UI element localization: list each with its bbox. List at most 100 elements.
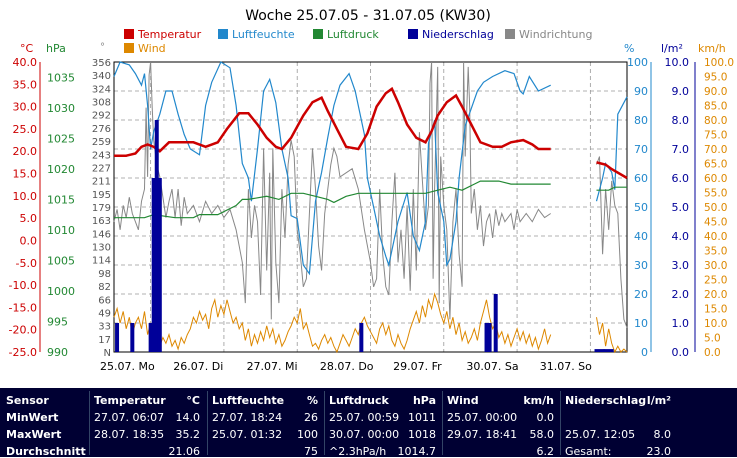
tick-wind: 20.0	[704, 289, 727, 301]
tick-wind: 35.0	[704, 246, 727, 258]
tick-humidity: 40	[634, 230, 648, 243]
tick-day: 27.07. Mi	[247, 360, 298, 373]
tick-day: 26.07. Di	[173, 360, 223, 373]
stats-header-precipitation: Niederschlag	[565, 394, 647, 407]
stats-value-precipitation: 23.0	[646, 445, 672, 458]
legend-label-temperature: Temperatur	[137, 28, 202, 41]
series-line-temperature	[114, 86, 628, 180]
tick-direction: 340	[92, 71, 111, 82]
tick-temperature: 25.0	[13, 123, 38, 136]
stats-value-temperature: 14.0	[175, 411, 201, 424]
tick-precipitation: 6.0	[672, 172, 690, 185]
tick-precipitation: 3.0	[672, 259, 690, 272]
stats-unit-pressure: hPa	[412, 394, 436, 407]
tick-wind: 100.0	[704, 57, 734, 69]
stats-time-temperature: 27.07. 06:07	[94, 411, 165, 424]
weather-chart: Woche 25.07.05 - 31.07.05 (KW30) Tempera…	[8, 8, 735, 373]
tick-direction: 82	[98, 282, 111, 293]
tick-day: 30.07. Sa	[466, 360, 518, 373]
stats-value-wind: 58.0	[529, 428, 555, 441]
stats-row-label: MinWert	[6, 411, 59, 424]
statistics-panel: Sensor MinWert MaxWert Durchschnitt Temperat…	[0, 388, 737, 458]
tick-direction: 276	[92, 124, 111, 135]
stats-time-wind: 29.07. 18:41	[447, 428, 518, 441]
series-line-wind	[113, 292, 628, 354]
tick-direction: 98	[98, 269, 111, 280]
grid	[113, 61, 628, 353]
unit-humidity: %	[624, 42, 634, 55]
tick-wind: 5.0	[704, 333, 721, 345]
series-line-wind_direction	[113, 61, 628, 328]
stats-value-pressure: 1018	[408, 428, 436, 441]
stats-value-temperature: 21.06	[168, 445, 201, 458]
tick-wind: 95.0	[704, 72, 727, 84]
tick-temperature: 20.0	[13, 145, 38, 158]
stats-value-humidity: 75	[304, 445, 318, 458]
stats-unit-temperature: °C	[186, 394, 200, 407]
tick-pressure: 1025	[47, 132, 75, 145]
tick-direction: 163	[92, 216, 111, 227]
tick-wind: 30.0	[704, 260, 727, 272]
stats-time-temperature: 28.07. 18:35	[94, 428, 165, 441]
stats-header-sensor: Sensor	[6, 394, 49, 407]
chart-title: Woche 25.07.05 - 31.07.05 (KW30)	[245, 8, 491, 24]
stats-unit-humidity: %	[306, 394, 318, 407]
stats-column-divider	[442, 391, 443, 455]
stats-row-label: Durchschnitt	[6, 445, 86, 458]
tick-temperature: 5.0	[20, 212, 38, 225]
tick-precipitation: 7.0	[672, 143, 690, 156]
tick-direction: 292	[92, 111, 111, 122]
stats-time-pressure: 30.07. 00:00	[329, 428, 400, 441]
precipitation-bar	[594, 349, 605, 352]
tick-wind: 80.0	[704, 115, 727, 127]
tick-temperature: 0.0	[20, 234, 38, 247]
tick-wind: 0.0	[704, 347, 721, 359]
tick-precipitation: 9.0	[672, 85, 690, 98]
tick-direction: 114	[92, 256, 111, 267]
tick-wind: 60.0	[704, 173, 727, 185]
series-line-humidity	[113, 61, 628, 276]
unit-temperature: °C	[20, 42, 34, 55]
tick-direction: 259	[92, 137, 111, 148]
tick-direction: 356	[92, 58, 111, 69]
precipitation-bar	[359, 323, 364, 352]
stats-time-precipitation: 25.07. 12:05	[565, 428, 636, 441]
axes: 40.0 35.0 30.0 25.0 20.0 15.0 10.0 5.0 0.0 -5.0 -1…	[9, 56, 735, 373]
tick-wind: 70.0	[704, 144, 727, 156]
stats-time-pressure: ^2.3hPa/h	[329, 445, 387, 458]
precipitation-bar	[487, 323, 492, 352]
tick-day: 31.07. So	[540, 360, 592, 373]
tick-wind: 40.0	[704, 231, 727, 243]
precipitation-bar	[130, 323, 135, 352]
tick-pressure: 1030	[47, 102, 75, 115]
stats-time-pressure: 25.07. 00:59	[329, 411, 400, 424]
stats-header-temperature: Temperatur	[94, 394, 166, 407]
tick-day: 25.07. Mo	[100, 360, 155, 373]
tick-direction: 243	[92, 150, 111, 161]
stats-time-precipitation: Gesamt:	[565, 445, 612, 458]
tick-wind: 15.0	[704, 304, 727, 316]
tick-direction: 195	[92, 190, 111, 201]
unit-pressure: hPa	[46, 42, 66, 55]
tick-direction: 49	[98, 308, 111, 319]
unit-precipitation: l/m²	[661, 42, 683, 55]
stats-value-wind: 0.0	[536, 411, 555, 424]
legend-label-pressure: Luftdruck	[327, 28, 379, 41]
tick-direction: 66	[98, 295, 111, 306]
tick-humidity: 100	[627, 56, 648, 69]
tick-direction: 146	[92, 229, 111, 240]
tick-pressure: 995	[47, 315, 68, 328]
tick-wind: 90.0	[704, 86, 727, 98]
legend-swatch-humidity	[218, 29, 228, 39]
unit-wind: km/h	[698, 42, 726, 55]
tick-temperature: -10.0	[9, 279, 37, 292]
legend-label-precipitation: Niederschlag	[422, 28, 494, 41]
stats-time-humidity: 25.07. 01:32	[212, 428, 283, 441]
stats-column-divider	[89, 391, 90, 455]
tick-temperature: -5.0	[16, 257, 37, 270]
stats-value-temperature: 35.2	[175, 428, 201, 441]
tick-humidity: 0	[641, 346, 648, 359]
tick-pressure: 1010	[47, 224, 75, 237]
precipitation-bar	[484, 323, 489, 352]
tick-humidity: 30	[634, 259, 648, 272]
